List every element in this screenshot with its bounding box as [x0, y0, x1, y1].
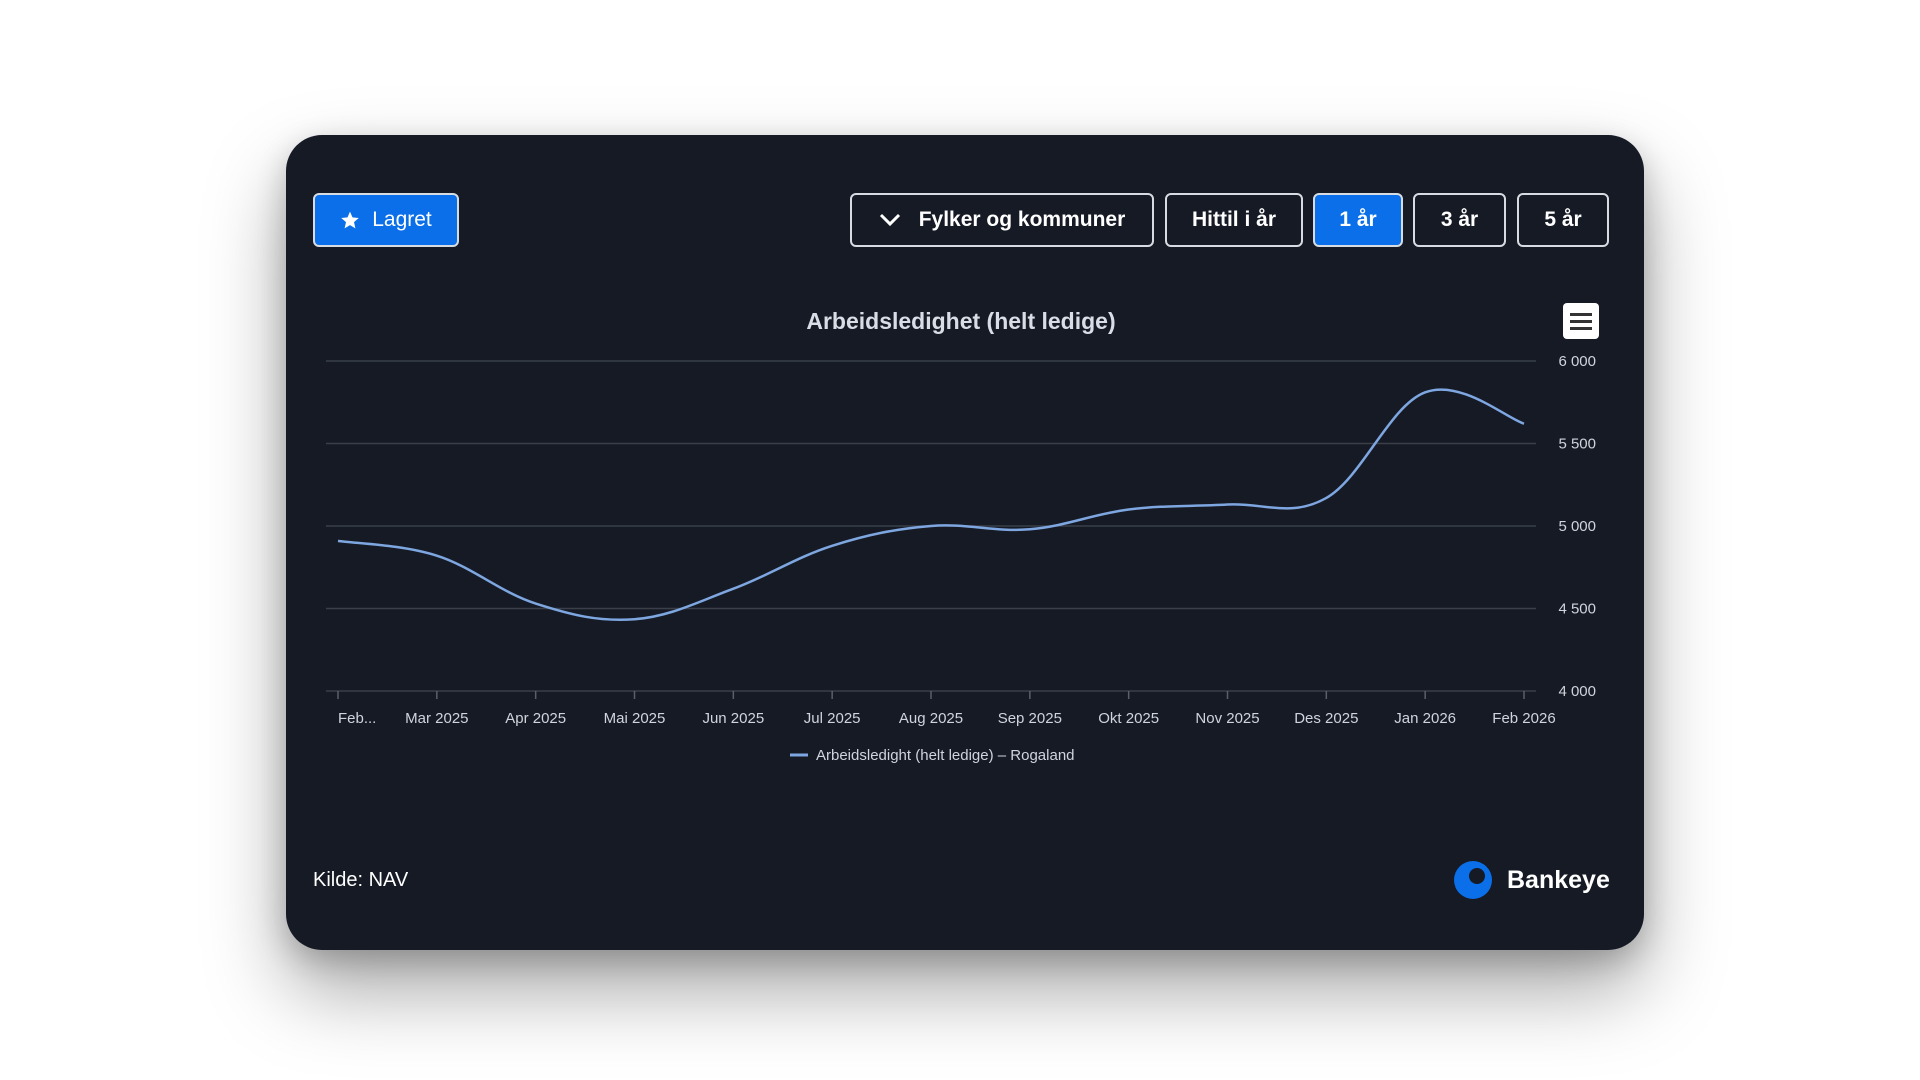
x-tick-label: Feb...	[338, 710, 376, 727]
data-point[interactable]	[1520, 420, 1528, 428]
y-tick-label: 5 000	[1558, 518, 1596, 535]
y-tick-label: 5 500	[1558, 436, 1596, 453]
data-point[interactable]	[631, 615, 639, 623]
y-tick-label: 4 500	[1558, 601, 1596, 618]
hamburger-icon-bar	[1570, 326, 1592, 330]
hamburger-icon-bar	[1570, 319, 1592, 323]
star-icon	[340, 210, 360, 230]
data-point[interactable]	[1224, 501, 1232, 509]
line-chart: Arbeidsledighet (helt ledige) 6 000 5 500…	[326, 308, 1596, 764]
x-tick-label: Aug 2025	[899, 710, 963, 727]
data-point[interactable]	[1421, 388, 1429, 396]
data-point[interactable]	[334, 537, 342, 545]
data-point[interactable]	[1125, 506, 1133, 514]
region-dropdown[interactable]: Fylker og kommuner	[850, 193, 1154, 247]
range-5y-button[interactable]: 5 år	[1517, 193, 1609, 247]
x-axis: Feb... Mar 2025 Apr 2025 Mai 2025 Jun 2025 Ju…	[337, 691, 1556, 727]
brand-name: Bankeye	[1507, 865, 1610, 894]
range-1y-button[interactable]: 1 år	[1313, 193, 1403, 247]
x-tick-label: Jan 2026	[1394, 710, 1456, 727]
series-group	[334, 388, 1528, 623]
data-point[interactable]	[828, 542, 836, 550]
region-label: Fylker og kommuner	[918, 208, 1126, 231]
data-point[interactable]	[927, 522, 935, 530]
data-point[interactable]	[532, 600, 540, 608]
y-axis: 6 000 5 500 5 000 4 500 4 000	[1558, 353, 1596, 700]
range-3y-button[interactable]: 3 år	[1413, 193, 1506, 247]
brand-logo: Bankeye	[1453, 860, 1610, 900]
x-tick-label: Okt 2025	[1098, 710, 1159, 727]
chevron-down-icon	[879, 213, 901, 227]
y-tick-label: 6 000	[1558, 353, 1596, 370]
data-point[interactable]	[1026, 525, 1034, 533]
series-line[interactable]	[337, 388, 1525, 622]
data-point[interactable]	[433, 552, 441, 560]
saved-button[interactable]: Lagret	[313, 193, 459, 247]
y-tick-label: 4 000	[1558, 683, 1596, 700]
chart-menu-button[interactable]	[1563, 303, 1599, 339]
legend-label[interactable]: Arbeidsledight (helt ledige) – Rogaland	[816, 747, 1075, 764]
range-ytd-button[interactable]: Hittil i år	[1165, 193, 1303, 247]
x-tick-label: Apr 2025	[505, 710, 566, 727]
x-tick-label: Feb 2026	[1492, 710, 1555, 727]
legend: Arbeidsledight (helt ledige) – Rogaland	[790, 747, 1075, 764]
x-tick-label: Mar 2025	[405, 710, 468, 727]
x-tick-label: Jul 2025	[804, 710, 861, 727]
chart-card: Lagret Fylker og kommuner Hittil i år 1 …	[286, 135, 1644, 950]
hamburger-icon-bar	[1570, 312, 1592, 316]
x-tick-label: Mai 2025	[604, 710, 666, 727]
data-point[interactable]	[1322, 494, 1330, 502]
x-tick-label: Sep 2025	[998, 710, 1062, 727]
x-tick-label: Jun 2025	[702, 710, 764, 727]
chart-title: Arbeidsledighet (helt ledige)	[806, 308, 1115, 334]
x-tick-label: Nov 2025	[1195, 710, 1259, 727]
x-tick-label: Des 2025	[1294, 710, 1358, 727]
bankeye-logo-icon	[1453, 860, 1493, 900]
data-point[interactable]	[729, 585, 737, 593]
source-text: Kilde: NAV	[313, 869, 409, 891]
saved-label: Lagret	[372, 208, 432, 231]
